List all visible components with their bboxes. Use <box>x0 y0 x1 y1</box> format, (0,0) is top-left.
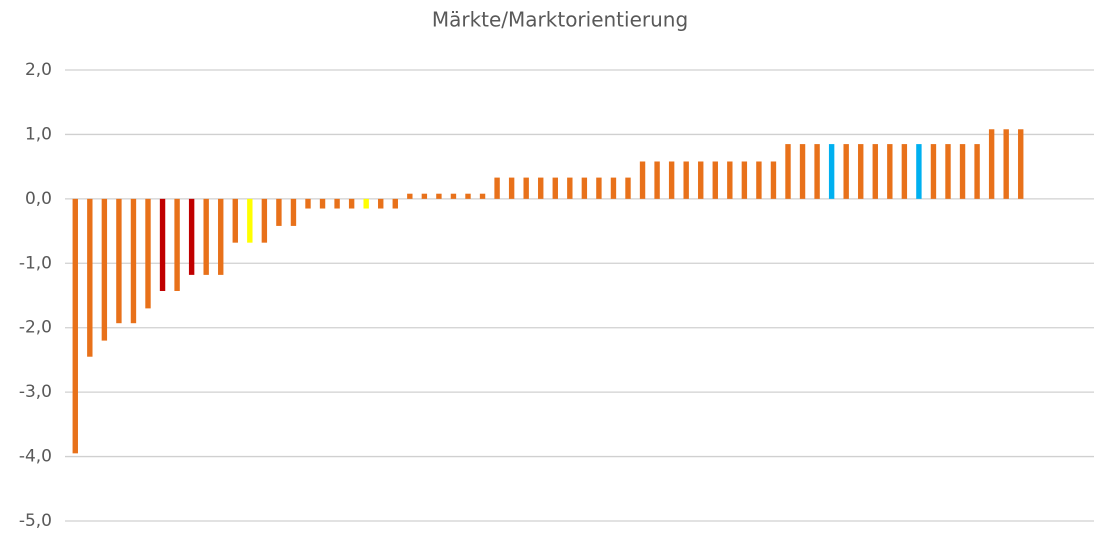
bar <box>101 198 108 341</box>
bar <box>668 161 675 199</box>
chart-title: Märkte/Marktorientierung <box>432 8 688 32</box>
bar <box>276 198 282 226</box>
bar <box>130 198 137 324</box>
bar <box>450 193 457 199</box>
y-tick-label: -2,0 <box>19 318 52 338</box>
bar <box>508 177 515 199</box>
bar <box>174 198 180 291</box>
bar <box>988 129 995 199</box>
bar <box>974 144 980 199</box>
bar <box>930 144 937 199</box>
y-tick-label: 1,0 <box>25 124 52 144</box>
bar <box>319 198 326 209</box>
bar <box>523 177 529 199</box>
bar <box>247 198 253 243</box>
bar <box>436 193 442 199</box>
bar <box>916 144 922 199</box>
bar <box>814 144 820 199</box>
bar <box>334 198 340 209</box>
bar <box>625 177 631 199</box>
bar <box>145 198 151 309</box>
bar <box>610 177 617 199</box>
bar <box>465 193 471 199</box>
y-tick-label: -1,0 <box>19 253 52 273</box>
bar <box>261 198 268 243</box>
bar <box>1018 129 1024 199</box>
bar <box>116 198 122 324</box>
bar <box>494 177 500 199</box>
bar <box>698 161 704 199</box>
bar <box>363 198 369 209</box>
bar <box>858 144 864 199</box>
bar <box>683 161 689 199</box>
bar <box>159 198 166 291</box>
bar <box>407 193 413 199</box>
bar <box>538 177 544 199</box>
bar <box>741 161 748 199</box>
bar <box>770 161 777 199</box>
bar <box>290 198 297 226</box>
bar <box>203 198 209 275</box>
bar <box>828 144 835 199</box>
bar <box>72 198 78 454</box>
y-tick-label: -3,0 <box>19 382 52 402</box>
bar <box>567 177 573 199</box>
bar <box>218 198 224 275</box>
bar <box>872 144 878 199</box>
y-tick-label: 2,0 <box>25 60 52 80</box>
bar <box>785 144 791 199</box>
bar <box>421 193 428 199</box>
bar <box>305 198 311 209</box>
bar <box>392 198 398 209</box>
bar <box>479 193 486 199</box>
bar <box>378 198 384 209</box>
bar <box>188 198 195 275</box>
bar <box>901 144 908 199</box>
bar <box>552 177 558 199</box>
bar <box>887 144 893 199</box>
y-tick-label: -5,0 <box>19 511 52 531</box>
y-tick-label: 0,0 <box>25 189 52 209</box>
bar <box>756 161 762 199</box>
y-tick-label: -4,0 <box>19 447 52 467</box>
bar <box>87 198 93 357</box>
bar <box>581 177 588 199</box>
bar <box>843 144 849 199</box>
bar <box>1003 129 1009 199</box>
bar <box>727 161 733 199</box>
bar <box>799 144 806 199</box>
bar <box>712 161 718 199</box>
bar <box>959 144 966 199</box>
bar <box>654 161 660 199</box>
bar <box>232 198 238 243</box>
bar <box>639 161 646 199</box>
bar <box>596 177 602 199</box>
bar <box>348 198 355 209</box>
bar <box>945 144 951 199</box>
